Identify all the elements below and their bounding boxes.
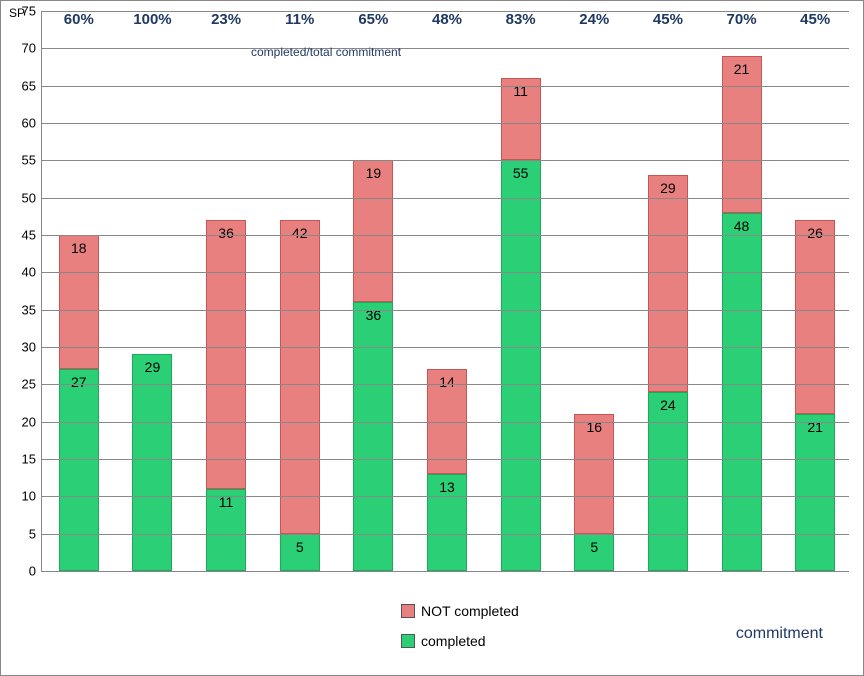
grid-line (42, 160, 849, 161)
bar-value-not-completed: 18 (71, 240, 87, 256)
y-tick-label: 65 (22, 78, 36, 93)
bar-value-completed: 29 (145, 359, 161, 375)
bar-segment-completed: 48 (722, 213, 762, 571)
bar-value-completed: 48 (734, 218, 750, 234)
y-tick-label: 15 (22, 452, 36, 467)
pct-label: 100% (133, 11, 171, 28)
grid-line (42, 272, 849, 273)
bar-segment-not-completed: 16 (574, 414, 614, 533)
bar-value-not-completed: 21 (734, 61, 750, 77)
y-tick-label: 20 (22, 414, 36, 429)
bar-value-not-completed: 26 (807, 225, 823, 241)
bars-container: 27 18 29 11 36 5 42 36 19 13 14 55 11 5 16 24 29 48 21 21 26 (42, 11, 849, 571)
y-tick-label: 40 (22, 265, 36, 280)
grid-line (42, 198, 849, 199)
bar-segment-completed: 11 (206, 489, 246, 571)
bar-segment-completed: 5 (574, 534, 614, 571)
y-tick-label: 10 (22, 489, 36, 504)
y-tick-label: 25 (22, 377, 36, 392)
bar-segment-not-completed: 11 (501, 78, 541, 160)
bar-segment-completed: 29 (132, 354, 172, 571)
bar-segment-not-completed: 21 (722, 56, 762, 213)
pct-label: 60% (64, 11, 94, 28)
grid-line (42, 496, 849, 497)
pct-label: 24% (579, 11, 609, 28)
y-tick-label: 60 (22, 116, 36, 131)
bar-segment-not-completed: 18 (59, 235, 99, 369)
commitment-label: commitment (736, 625, 823, 643)
grid-line (42, 310, 849, 311)
bar-value-not-completed: 19 (366, 165, 382, 181)
pct-label: 11% (285, 11, 314, 28)
y-tick-label: 0 (29, 564, 36, 579)
y-tick-label: 55 (22, 153, 36, 168)
y-tick-label: 35 (22, 302, 36, 317)
legend-label-completed: completed (421, 633, 486, 649)
legend-swatch-not-completed (401, 604, 415, 618)
legend-item-completed: completed (401, 633, 519, 649)
bar-segment-completed: 27 (59, 369, 99, 571)
bar-value-completed: 13 (439, 479, 455, 495)
pct-label: 65% (358, 11, 388, 28)
bar-segment-completed: 24 (648, 392, 688, 571)
bar-segment-completed: 36 (353, 302, 393, 571)
grid-line (42, 347, 849, 348)
bar-segment-not-completed: 19 (353, 160, 393, 302)
legend-item-not-completed: NOT completed (401, 603, 519, 619)
legend-label-not-completed: NOT completed (421, 603, 519, 619)
bar-value-not-completed: 29 (660, 180, 676, 196)
legend-swatch-completed (401, 634, 415, 648)
bar-segment-completed: 55 (501, 160, 541, 571)
pct-label: 83% (506, 11, 536, 28)
grid-line (42, 384, 849, 385)
bar-segment-not-completed: 42 (280, 220, 320, 534)
bar-segment-completed: 21 (795, 414, 835, 571)
bar-value-completed: 5 (590, 539, 598, 555)
legend: NOT completed completed (401, 589, 519, 663)
bar-value-completed: 55 (513, 165, 529, 181)
y-tick-label: 75 (22, 4, 36, 19)
pct-label: 45% (653, 11, 683, 28)
bar-segment-completed: 5 (280, 534, 320, 571)
bar-value-completed: 24 (660, 397, 676, 413)
bar-value-completed: 27 (71, 374, 87, 390)
plot-area: 27 18 29 11 36 5 42 36 19 13 14 55 11 5 16 24 29 48 21 21 26… (41, 11, 849, 572)
pct-label: 48% (432, 11, 462, 28)
bar-value-not-completed: 36 (218, 225, 234, 241)
y-tick-label: 45 (22, 228, 36, 243)
grid-line (42, 123, 849, 124)
subtitle: completed/total commitment (251, 45, 401, 59)
y-tick-label: 70 (22, 41, 36, 56)
bar-value-not-completed: 42 (292, 225, 308, 241)
bar-segment-not-completed: 29 (648, 175, 688, 392)
bar-segment-completed: 13 (427, 474, 467, 571)
y-tick-label: 30 (22, 340, 36, 355)
bar-segment-not-completed: 36 (206, 220, 246, 489)
grid-line (42, 48, 849, 49)
bar-value-completed: 5 (296, 539, 304, 555)
y-tick-label: 5 (29, 526, 36, 541)
grid-line (42, 459, 849, 460)
grid-line (42, 422, 849, 423)
bar-value-not-completed: 14 (439, 374, 455, 390)
grid-line (42, 86, 849, 87)
chart-container: SP 2718291136542361913145511516242948212… (0, 0, 864, 676)
pct-label: 45% (800, 11, 830, 28)
pct-label: 70% (727, 11, 757, 28)
y-tick-label: 50 (22, 190, 36, 205)
grid-line (42, 235, 849, 236)
grid-line (42, 534, 849, 535)
pct-label: 23% (211, 11, 241, 28)
